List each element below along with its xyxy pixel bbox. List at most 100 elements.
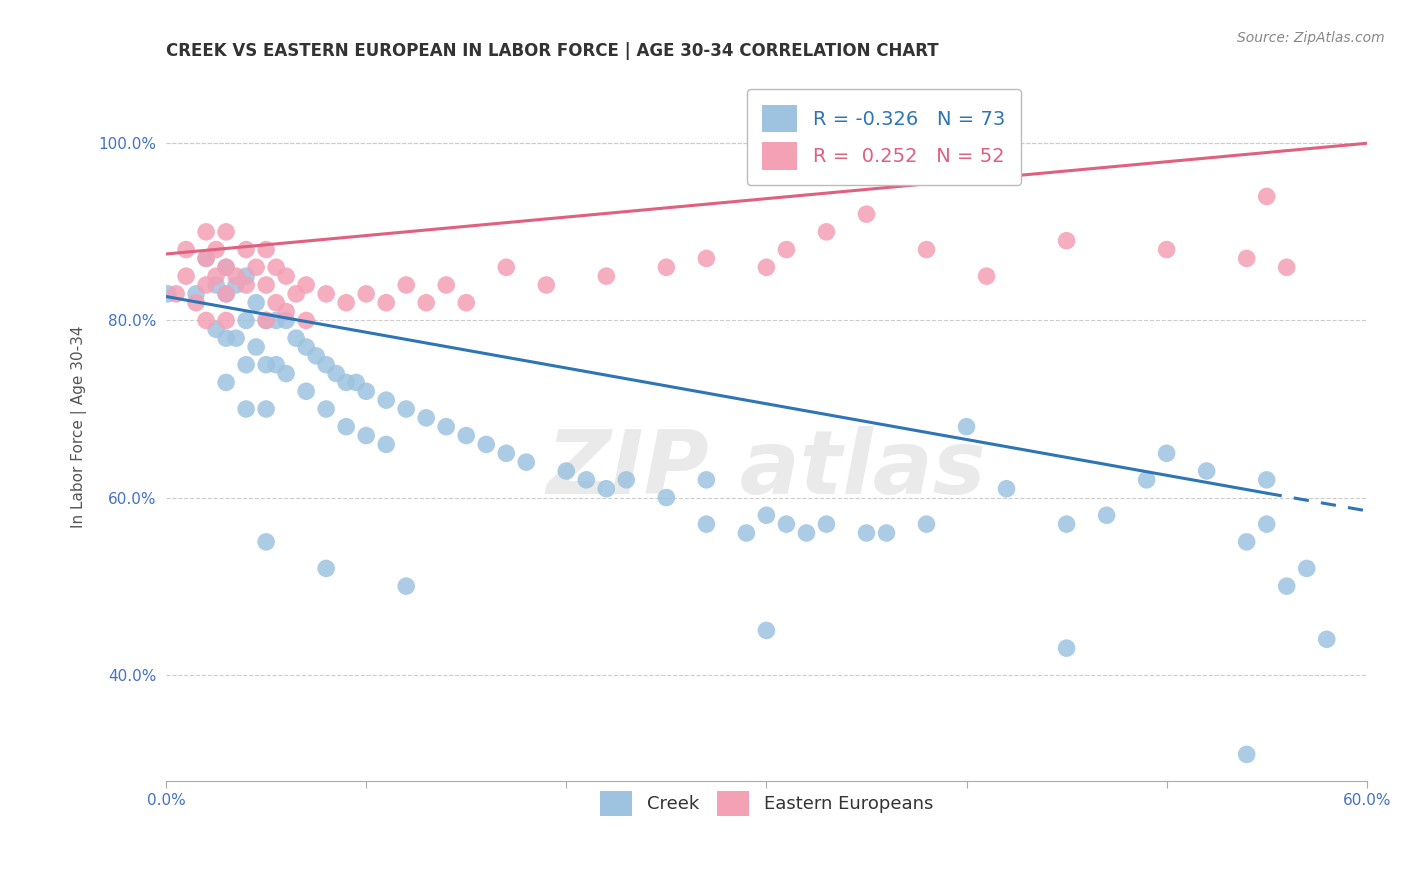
Point <box>205 278 228 293</box>
Point <box>254 278 277 293</box>
Point <box>254 313 277 327</box>
Point <box>796 526 818 541</box>
Point <box>276 269 298 284</box>
Point <box>495 260 517 275</box>
Point <box>235 313 257 327</box>
Point <box>695 252 717 266</box>
Point <box>434 278 457 293</box>
Text: CREEK VS EASTERN EUROPEAN IN LABOR FORCE | AGE 30-34 CORRELATION CHART: CREEK VS EASTERN EUROPEAN IN LABOR FORCE… <box>166 42 939 60</box>
Point <box>315 561 337 575</box>
Point <box>354 428 377 442</box>
Point <box>205 322 228 336</box>
Point <box>195 278 218 293</box>
Point <box>456 295 478 310</box>
Point <box>215 260 238 275</box>
Point <box>855 526 877 541</box>
Point <box>495 446 517 460</box>
Point <box>215 286 238 301</box>
Point <box>735 526 758 541</box>
Point <box>174 243 197 257</box>
Point <box>276 367 298 381</box>
Point <box>915 243 938 257</box>
Point <box>195 225 218 239</box>
Point <box>315 402 337 417</box>
Point <box>215 331 238 345</box>
Point <box>1156 446 1178 460</box>
Point <box>235 358 257 372</box>
Legend: Creek, Eastern Europeans: Creek, Eastern Europeans <box>591 781 942 825</box>
Point <box>655 491 678 505</box>
Point <box>456 428 478 442</box>
Point <box>215 313 238 327</box>
Point <box>264 295 287 310</box>
Point <box>157 286 180 301</box>
Point <box>215 286 238 301</box>
Point <box>815 517 838 532</box>
Point <box>276 313 298 327</box>
Point <box>215 225 238 239</box>
Point <box>305 349 328 363</box>
Point <box>254 313 277 327</box>
Point <box>335 419 357 434</box>
Point <box>1236 747 1258 762</box>
Point <box>325 367 347 381</box>
Point <box>875 526 897 541</box>
Point <box>285 331 308 345</box>
Point <box>344 376 367 390</box>
Point <box>395 278 418 293</box>
Y-axis label: In Labor Force | Age 30-34: In Labor Force | Age 30-34 <box>72 326 87 528</box>
Point <box>575 473 598 487</box>
Point <box>315 286 337 301</box>
Point <box>1275 579 1298 593</box>
Point <box>955 419 977 434</box>
Point <box>235 278 257 293</box>
Point <box>375 437 398 451</box>
Point <box>395 579 418 593</box>
Point <box>354 286 377 301</box>
Point <box>295 313 318 327</box>
Point <box>1256 517 1278 532</box>
Point <box>1156 243 1178 257</box>
Point <box>225 269 247 284</box>
Point <box>354 384 377 399</box>
Point <box>195 313 218 327</box>
Point <box>254 534 277 549</box>
Point <box>295 384 318 399</box>
Point <box>1275 260 1298 275</box>
Point <box>536 278 558 293</box>
Point <box>855 207 877 221</box>
Point <box>264 358 287 372</box>
Point <box>1056 641 1078 656</box>
Point <box>165 286 187 301</box>
Point <box>415 295 437 310</box>
Point <box>475 437 498 451</box>
Point <box>775 243 797 257</box>
Point <box>215 376 238 390</box>
Point <box>1295 561 1317 575</box>
Point <box>184 286 207 301</box>
Point <box>434 419 457 434</box>
Point <box>235 243 257 257</box>
Point <box>755 624 778 638</box>
Point <box>205 243 228 257</box>
Point <box>1316 632 1339 647</box>
Point <box>595 269 617 284</box>
Point <box>315 358 337 372</box>
Point <box>555 464 578 478</box>
Point <box>695 473 717 487</box>
Point <box>1056 517 1078 532</box>
Point <box>264 313 287 327</box>
Point <box>215 260 238 275</box>
Point <box>976 269 998 284</box>
Point <box>695 517 717 532</box>
Point <box>295 278 318 293</box>
Point <box>515 455 537 469</box>
Point <box>915 517 938 532</box>
Point <box>225 278 247 293</box>
Point <box>755 260 778 275</box>
Point <box>245 260 267 275</box>
Point <box>1095 508 1118 523</box>
Point <box>295 340 318 354</box>
Point <box>655 260 678 275</box>
Point <box>1136 473 1159 487</box>
